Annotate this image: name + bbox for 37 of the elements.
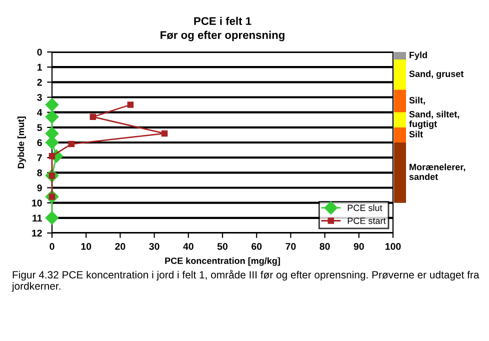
text: Figur 4.32 PCE koncentration i jord i felt 1, område III før og efter oprensning. Prøverne er udtaget fra jordkerner.	[12, 270, 480, 292]
y-tick-label: 10	[32, 200, 42, 206]
y-tick-label: 8	[37, 169, 42, 176]
series-label: Morænelerer, sandet	[409, 164, 466, 180]
series-label: Silt,	[409, 96, 425, 105]
y-tick-label: 5	[37, 124, 42, 132]
chart-subtitle: Før og efter oprensning	[160, 30, 284, 42]
y-tick-label: 2	[37, 78, 42, 86]
x-tick-label: 40	[183, 242, 194, 250]
chart-title: PCE i felt 1	[194, 16, 252, 25]
x-tick-label: 10	[81, 242, 92, 250]
y-tick-label: 9	[37, 184, 42, 192]
x-tick-label: 70	[286, 242, 296, 250]
series-label: Sand, siltet, fugtigt	[409, 110, 460, 129]
y-tick-label: 7	[37, 154, 42, 162]
series-label: Silt	[409, 130, 423, 138]
x-axis-title: PCE koncentration [mg/kg]	[165, 257, 280, 266]
x-tick-label: 100	[386, 242, 401, 250]
x-tick-label: 20	[115, 242, 126, 250]
series-label: Sand, gruset	[409, 70, 464, 79]
y-axis-title: Dybde [mut]	[17, 116, 26, 168]
x-tick-label: 80	[320, 242, 330, 250]
legend-label: PCE slut	[348, 204, 382, 212]
series-label: Fyld	[410, 52, 427, 60]
x-tick-label: 30	[149, 242, 160, 250]
y-tick-label: 4	[37, 109, 42, 116]
x-tick-label: 90	[354, 242, 364, 250]
y-tick-label: 6	[37, 139, 42, 146]
y-tick-label: 12	[32, 230, 42, 237]
y-tick-label: 3	[37, 94, 42, 101]
y-tick-label: 11	[32, 214, 42, 222]
x-tick-label: 60	[252, 242, 262, 250]
y-tick-label: 0	[37, 48, 42, 56]
legend-label: PCE start	[348, 218, 386, 224]
y-tick-label: 1	[37, 64, 42, 71]
x-tick-label: 0	[50, 242, 54, 250]
x-tick-label: 50	[217, 242, 228, 250]
